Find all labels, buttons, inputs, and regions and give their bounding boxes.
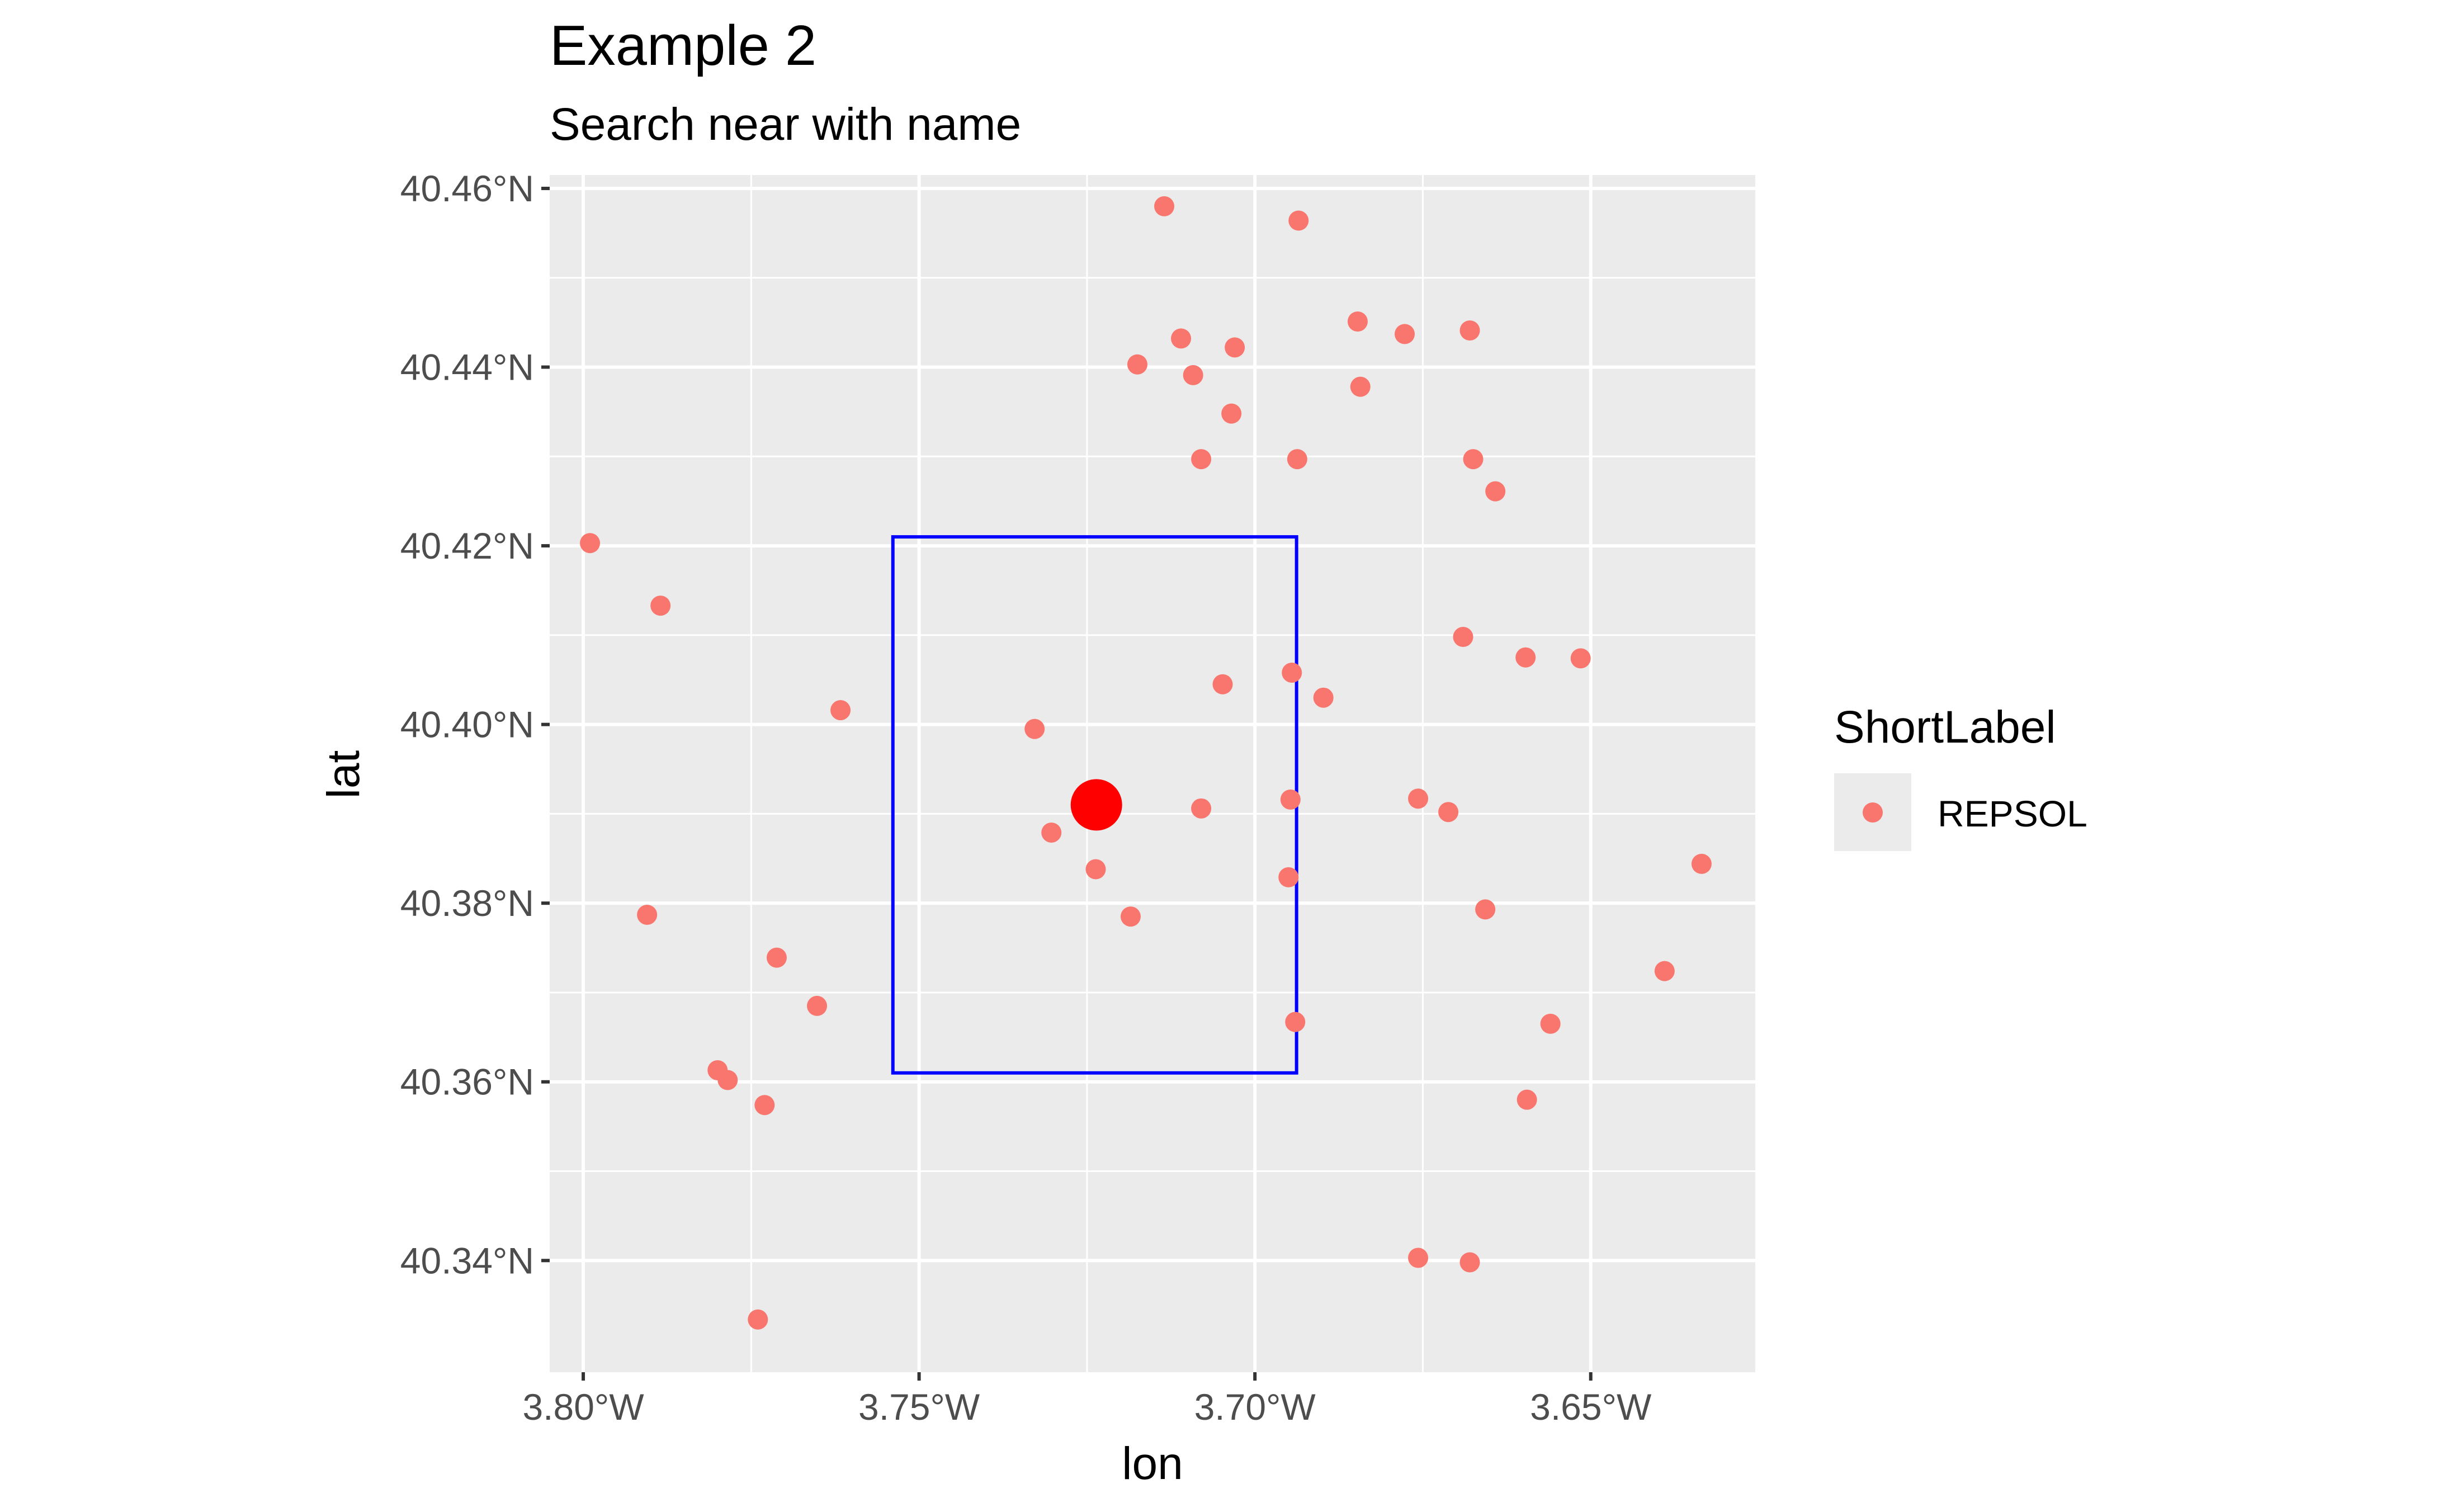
data-point <box>1459 1252 1480 1273</box>
data-point <box>1280 789 1301 810</box>
data-point <box>1459 320 1480 341</box>
data-point <box>1221 403 1242 424</box>
chart-subtitle: Search near with name <box>550 99 1021 150</box>
data-point <box>1288 210 1309 231</box>
data-point <box>1278 867 1299 887</box>
data-point <box>1085 859 1106 880</box>
grid-lines <box>550 175 1755 1372</box>
data-point <box>1191 798 1212 819</box>
y-tick-label: 40.46°N <box>400 168 534 209</box>
data-point <box>1120 906 1141 927</box>
data-point <box>1024 719 1045 739</box>
data-point <box>766 947 787 968</box>
data-point <box>580 533 601 554</box>
data-point <box>637 904 658 925</box>
data-point <box>807 995 828 1016</box>
x-tick-label: 3.65°W <box>1530 1386 1652 1428</box>
data-point <box>1654 961 1675 981</box>
data-point <box>650 596 671 616</box>
y-tick-label: 40.40°N <box>400 704 534 745</box>
legend-key-point <box>1863 802 1883 823</box>
data-point <box>1691 853 1712 874</box>
legend: ShortLabel REPSOL <box>1834 702 2087 851</box>
data-point <box>1285 1012 1306 1032</box>
data-point <box>1171 328 1192 349</box>
y-axis-label: lat <box>318 750 369 798</box>
x-tick-label: 3.70°W <box>1194 1386 1316 1428</box>
data-point <box>830 700 851 721</box>
points-layer <box>580 196 1712 1330</box>
data-point <box>1350 376 1371 397</box>
legend-title: ShortLabel <box>1834 702 2056 753</box>
data-point <box>1438 802 1459 823</box>
data-point <box>1540 1013 1561 1034</box>
data-point <box>1287 449 1307 470</box>
y-tick-label: 40.44°N <box>400 347 534 388</box>
chart-title: Example 2 <box>550 15 816 77</box>
data-point <box>1183 365 1203 385</box>
data-point <box>1408 1248 1429 1268</box>
data-point <box>1041 822 1062 843</box>
x-tick-label: 3.75°W <box>858 1386 980 1428</box>
data-point <box>1212 674 1233 694</box>
data-point <box>1485 481 1506 502</box>
x-tick-labels: 3.80°W 3.75°W 3.70°W 3.65°W <box>522 1386 1652 1428</box>
axis-ticks <box>541 186 1593 1381</box>
data-point <box>1347 311 1368 332</box>
data-point <box>1463 449 1484 470</box>
data-point <box>1154 196 1175 216</box>
data-point <box>1127 354 1147 375</box>
data-point <box>1395 324 1415 344</box>
y-tick-labels: 40.34°N 40.36°N 40.38°N 40.40°N 40.42°N 40.44… <box>400 168 534 1281</box>
data-point <box>748 1309 768 1330</box>
data-point <box>1282 662 1302 683</box>
data-point <box>1453 627 1473 648</box>
data-point <box>1313 687 1334 708</box>
y-tick-label: 40.36°N <box>400 1061 534 1103</box>
data-point <box>754 1095 775 1116</box>
data-point <box>1517 1089 1537 1110</box>
highlight-layer <box>1070 779 1122 831</box>
plot-panel <box>550 175 1755 1372</box>
data-point <box>1570 648 1591 669</box>
y-tick-label: 40.34°N <box>400 1240 534 1281</box>
y-tick-label: 40.38°N <box>400 882 534 924</box>
search-center-point <box>1070 779 1122 831</box>
y-tick-label: 40.42°N <box>400 525 534 566</box>
x-axis-label: lon <box>1122 1438 1183 1489</box>
data-point <box>1408 788 1429 809</box>
data-point <box>1191 449 1212 470</box>
data-point <box>717 1070 738 1090</box>
data-point <box>1515 647 1536 668</box>
x-tick-label: 3.80°W <box>522 1386 644 1428</box>
data-point <box>1225 337 1245 358</box>
legend-label-repsol: REPSOL <box>1938 793 2087 834</box>
data-point <box>1475 899 1496 920</box>
